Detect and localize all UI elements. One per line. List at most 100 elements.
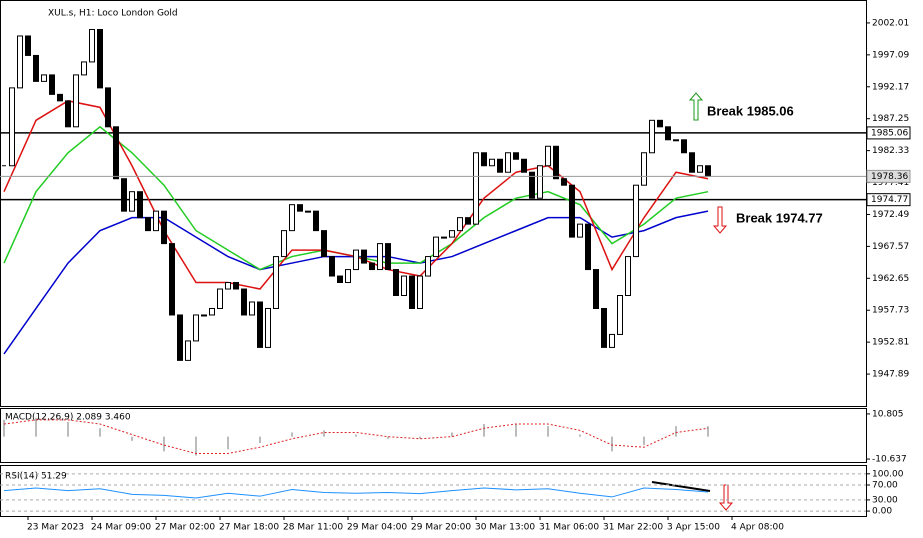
candle xyxy=(601,307,607,348)
rsi-panel xyxy=(0,465,867,517)
candle xyxy=(289,204,295,232)
macd-bar xyxy=(291,432,293,437)
candle xyxy=(225,282,231,290)
candle xyxy=(65,100,71,128)
macd-bar xyxy=(547,426,549,437)
candle xyxy=(441,236,447,239)
candle xyxy=(113,126,119,180)
candle xyxy=(305,210,311,213)
candle xyxy=(345,269,351,284)
candle xyxy=(377,243,383,271)
annotation: Break 1974.77 xyxy=(736,210,823,225)
candle xyxy=(177,314,183,361)
x-tick-label: 4 Apr 08:00 xyxy=(731,523,784,533)
macd-bar xyxy=(131,436,133,441)
candle xyxy=(505,152,511,173)
candle xyxy=(681,139,687,154)
macd-bar xyxy=(387,436,389,439)
y-tick-label: 1947.89 xyxy=(872,370,909,380)
candle xyxy=(649,119,655,154)
candle xyxy=(385,243,391,271)
candle xyxy=(529,171,535,199)
x-tick-label: 27 Mar 02:00 xyxy=(155,523,215,533)
macd-title: MACD(12,26,9) 2.089 3.460 xyxy=(5,413,131,423)
candle xyxy=(513,152,519,160)
y-tick-label: 1957.73 xyxy=(872,306,909,316)
macd-bar xyxy=(195,436,197,456)
macd-bar xyxy=(355,434,357,437)
candle xyxy=(561,178,567,186)
macd-bar xyxy=(515,424,517,437)
macd-bar xyxy=(67,421,69,437)
macd-bar xyxy=(611,436,613,452)
candle xyxy=(185,340,191,361)
rsi-trendline xyxy=(651,481,711,492)
x-tick-label: 29 Mar 20:00 xyxy=(411,523,471,533)
candle xyxy=(705,165,711,177)
candle xyxy=(281,230,287,258)
candle xyxy=(89,28,95,63)
candle xyxy=(313,210,319,232)
candle xyxy=(633,184,639,258)
candle xyxy=(697,165,703,173)
candle xyxy=(25,35,31,56)
candle xyxy=(673,139,679,142)
candle xyxy=(657,119,663,128)
candle xyxy=(689,152,695,173)
y-tick-label: 1962.65 xyxy=(872,274,909,284)
macd-bar xyxy=(451,432,453,437)
candle xyxy=(153,210,159,232)
macd-bar xyxy=(163,436,165,452)
macd-bar xyxy=(227,436,229,450)
candle xyxy=(265,307,271,348)
rsi-down-arrow xyxy=(718,484,734,511)
y-tick-label: 1997.09 xyxy=(872,50,909,60)
candle xyxy=(105,87,111,128)
candle xyxy=(297,204,303,212)
y-tick-label: 1952.81 xyxy=(872,338,909,348)
rsi-line xyxy=(3,487,709,499)
candle xyxy=(9,87,15,167)
y-tick-label: 1982.33 xyxy=(872,146,909,156)
candle xyxy=(97,28,103,89)
down-arrow xyxy=(712,206,728,234)
rsi-title: RSI(14) 51.29 xyxy=(5,472,67,482)
x-tick-label: 24 Mar 09:00 xyxy=(91,523,151,533)
candle xyxy=(569,184,575,238)
candle xyxy=(353,249,359,271)
candle xyxy=(249,301,255,316)
macd-bar xyxy=(3,419,5,437)
macd-bar xyxy=(99,428,101,437)
candle xyxy=(73,74,79,128)
candle xyxy=(129,191,135,212)
candle xyxy=(169,243,175,316)
candle xyxy=(625,256,631,297)
current-price-label: 1978.36 xyxy=(871,172,908,182)
x-tick-label: 31 Mar 22:00 xyxy=(603,523,663,533)
y-tick-label: 100.00 xyxy=(872,469,904,479)
candle xyxy=(49,74,55,95)
x-tick-label: 27 Mar 18:00 xyxy=(219,523,279,533)
candle xyxy=(337,275,343,284)
y-tick-label: 1967.57 xyxy=(872,242,909,252)
candle xyxy=(521,158,527,173)
candle xyxy=(273,256,279,309)
macd-bar xyxy=(419,436,421,439)
candle xyxy=(545,145,551,167)
x-tick-label: 29 Mar 04:00 xyxy=(347,523,407,533)
annotation: Break 1985.06 xyxy=(707,103,794,118)
candle xyxy=(33,54,39,82)
candle xyxy=(137,191,143,219)
candle xyxy=(593,269,599,309)
candle xyxy=(473,152,479,225)
y-tick-label: 0.00 xyxy=(872,507,892,517)
macd-bar xyxy=(35,417,37,437)
macd-bar xyxy=(643,436,645,446)
level-label: 1974.77 xyxy=(871,195,908,205)
candle xyxy=(57,93,63,102)
candle xyxy=(417,275,423,309)
y-tick-label: 1977.41 xyxy=(872,178,909,188)
current-price-box xyxy=(866,169,911,183)
x-tick-label: 30 Mar 13:00 xyxy=(475,523,535,533)
